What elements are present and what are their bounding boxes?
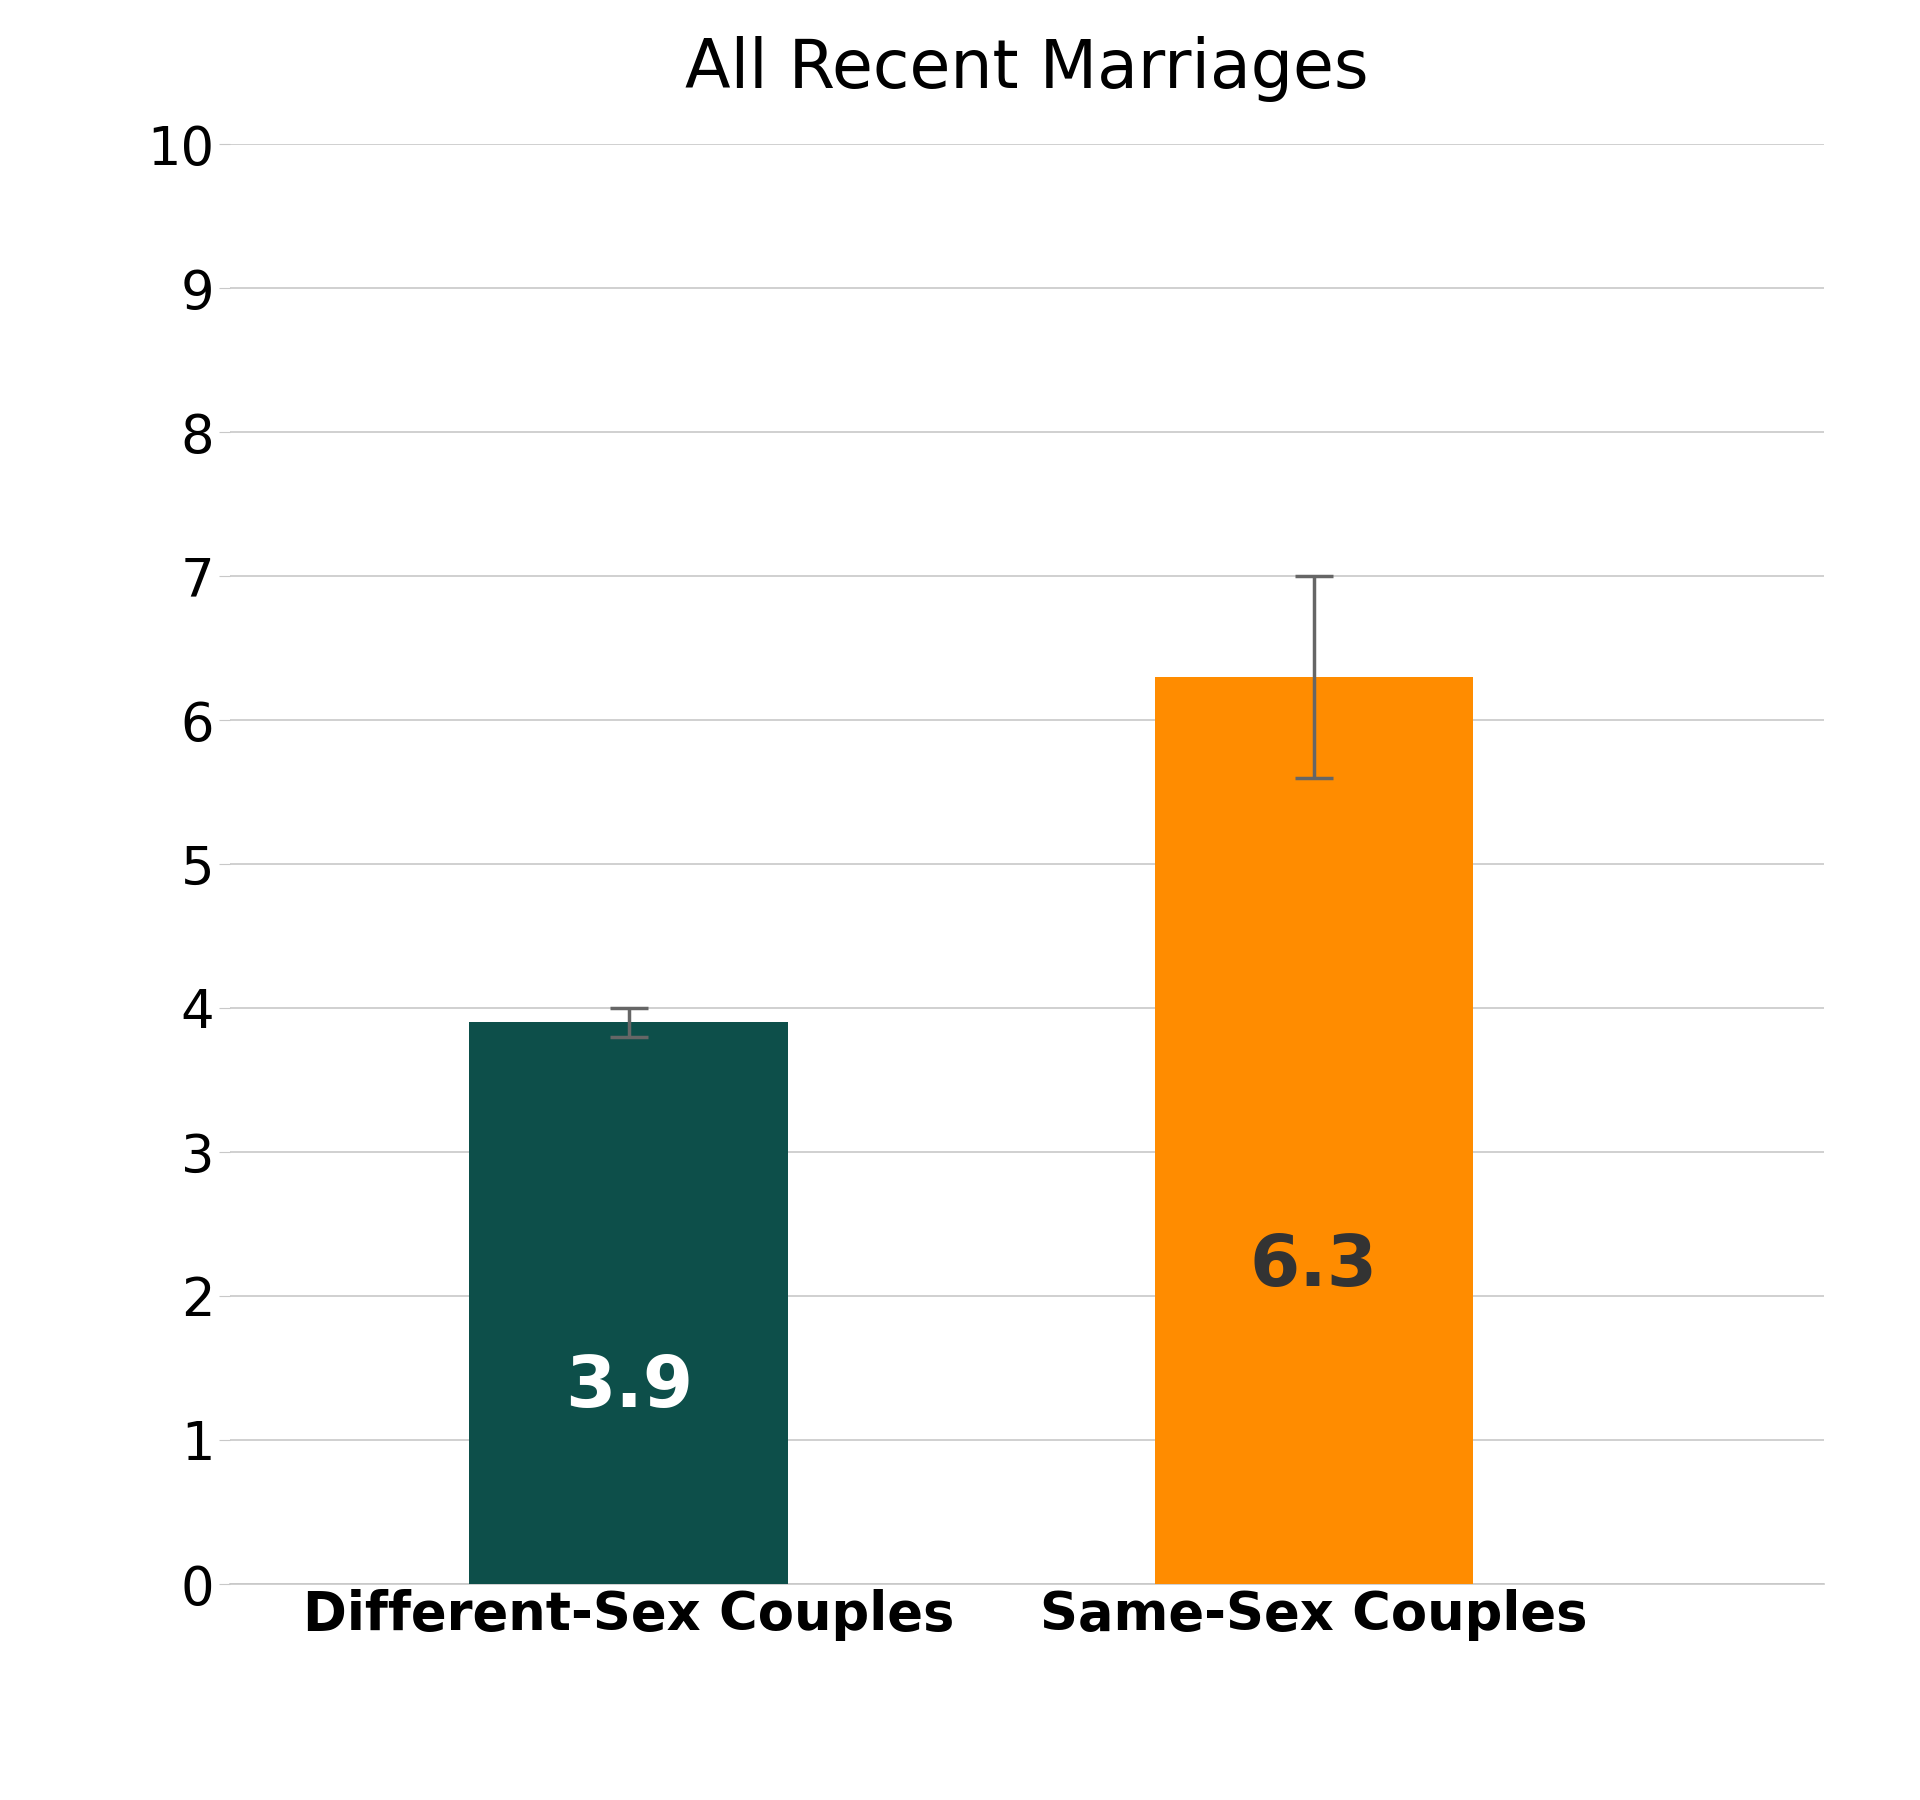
Bar: [1154, 677, 1473, 1584]
Text: 6.3: 6.3: [1250, 1231, 1379, 1301]
Title: All Recent Marriages: All Recent Marriages: [685, 36, 1369, 103]
Text: 3.9: 3.9: [564, 1354, 693, 1422]
Bar: [468, 1022, 787, 1584]
